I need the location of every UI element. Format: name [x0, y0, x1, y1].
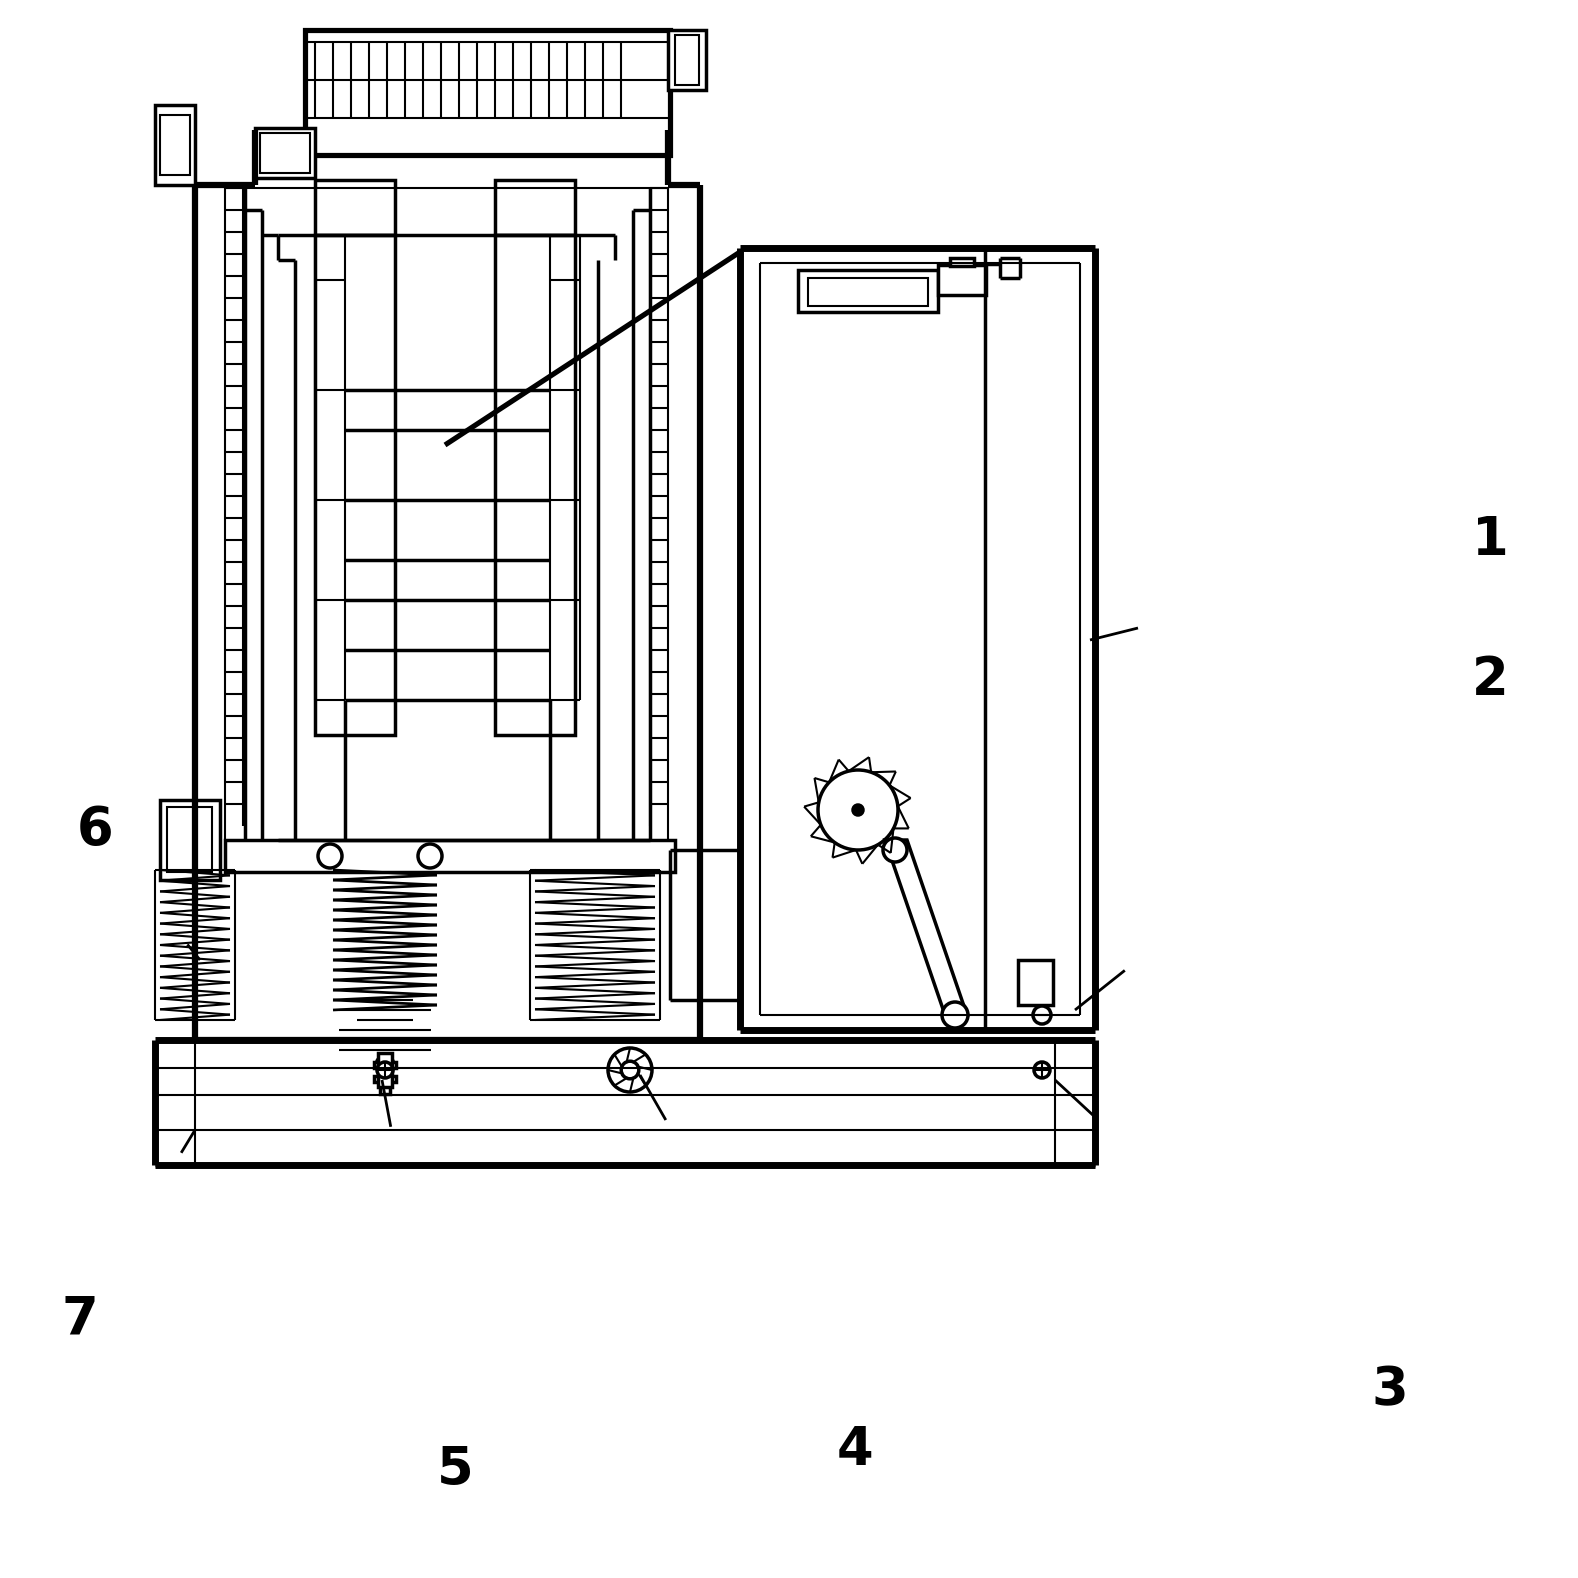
Bar	[380, 1075, 390, 1094]
Bar	[316, 180, 394, 235]
Circle shape	[1034, 1007, 1051, 1024]
Bar	[260, 133, 309, 174]
Bar	[950, 257, 974, 267]
Bar	[667, 30, 705, 90]
Text: 2: 2	[1472, 653, 1509, 705]
Circle shape	[376, 1056, 394, 1075]
Text: 1: 1	[1472, 514, 1509, 567]
Bar	[808, 278, 928, 306]
Circle shape	[884, 838, 907, 862]
Bar	[798, 270, 937, 312]
Text: 3: 3	[1371, 1363, 1409, 1415]
Circle shape	[319, 844, 342, 868]
Circle shape	[1034, 1062, 1049, 1078]
Text: 4: 4	[836, 1423, 873, 1475]
Bar	[495, 235, 574, 735]
Bar	[1018, 959, 1053, 1005]
Circle shape	[622, 1060, 639, 1079]
Text: 6: 6	[77, 805, 114, 855]
Text: 5: 5	[437, 1444, 473, 1496]
Circle shape	[942, 1002, 967, 1027]
Bar	[374, 1062, 396, 1068]
Circle shape	[418, 844, 442, 868]
Bar	[167, 806, 211, 873]
Bar	[159, 115, 189, 175]
Circle shape	[817, 770, 898, 851]
Bar	[675, 35, 699, 85]
Polygon shape	[885, 839, 967, 1015]
Bar	[316, 235, 394, 735]
Bar	[256, 128, 316, 178]
Text: 7: 7	[62, 1294, 98, 1346]
Bar	[226, 839, 675, 873]
Bar	[937, 265, 986, 295]
Circle shape	[854, 805, 863, 814]
Circle shape	[377, 1062, 393, 1078]
Bar	[305, 30, 671, 155]
Bar	[155, 106, 196, 185]
Bar	[374, 1076, 396, 1083]
Bar	[379, 1053, 391, 1087]
Bar	[159, 800, 219, 881]
Bar	[495, 180, 574, 235]
